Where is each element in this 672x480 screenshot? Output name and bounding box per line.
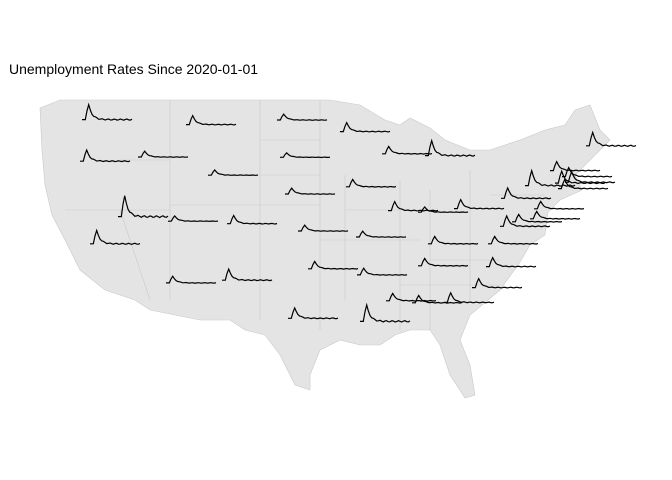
state-sparkline bbox=[82, 102, 133, 121]
state-sparkline bbox=[586, 130, 637, 148]
state-sparkline bbox=[356, 230, 407, 238]
state-sparkline bbox=[486, 256, 537, 268]
state-sparkline bbox=[555, 169, 606, 185]
state-sparkline bbox=[530, 210, 581, 220]
state-sparkline bbox=[501, 186, 552, 200]
state-sparkline bbox=[138, 150, 189, 158]
state-sparkline bbox=[418, 205, 469, 214]
state-sparkline bbox=[488, 235, 539, 245]
state-sparkline bbox=[444, 291, 495, 304]
state-sparkline bbox=[550, 160, 601, 172]
state-sparkline bbox=[565, 170, 616, 184]
state-sparkline bbox=[118, 195, 169, 219]
state-sparkline bbox=[500, 214, 551, 228]
state-sparkline bbox=[525, 168, 576, 187]
state-sparkline bbox=[222, 267, 273, 282]
state-sparkline bbox=[277, 113, 328, 121]
state-sparkline bbox=[166, 275, 217, 284]
state-sparkline bbox=[386, 292, 437, 302]
state-sparkline bbox=[298, 224, 349, 232]
state-sparkline bbox=[534, 200, 585, 210]
state-sparkline bbox=[285, 187, 336, 195]
state-sparkline bbox=[425, 138, 476, 157]
state-sparkline bbox=[558, 178, 609, 190]
state-sparkline bbox=[340, 121, 391, 133]
state-sparkline bbox=[80, 148, 131, 163]
state-sparkline bbox=[227, 214, 278, 225]
state-sparkline bbox=[382, 145, 433, 155]
state-sparkline bbox=[280, 151, 331, 159]
state-sparkline bbox=[288, 306, 339, 320]
state-sparkline bbox=[168, 214, 219, 223]
sparklines bbox=[80, 102, 637, 323]
state-sparkline bbox=[418, 257, 469, 267]
state-sparkline bbox=[562, 166, 613, 178]
state-sparkline bbox=[454, 198, 505, 210]
state-sparkline bbox=[428, 235, 479, 245]
state-sparkline bbox=[412, 294, 463, 304]
state-sparkline bbox=[346, 178, 397, 188]
state-sparkline bbox=[360, 302, 411, 323]
state-sparkline bbox=[472, 277, 523, 289]
map-title: Unemployment Rates Since 2020-01-01 bbox=[9, 61, 259, 77]
state-sparkline bbox=[186, 114, 237, 126]
us-outline bbox=[39, 99, 611, 399]
state-sparkline bbox=[512, 213, 563, 223]
state-sparkline bbox=[208, 168, 259, 177]
state-border bbox=[119, 209, 151, 301]
state-sparkline bbox=[357, 267, 408, 276]
state-sparkline bbox=[308, 260, 359, 270]
state-sparkline bbox=[90, 228, 141, 246]
